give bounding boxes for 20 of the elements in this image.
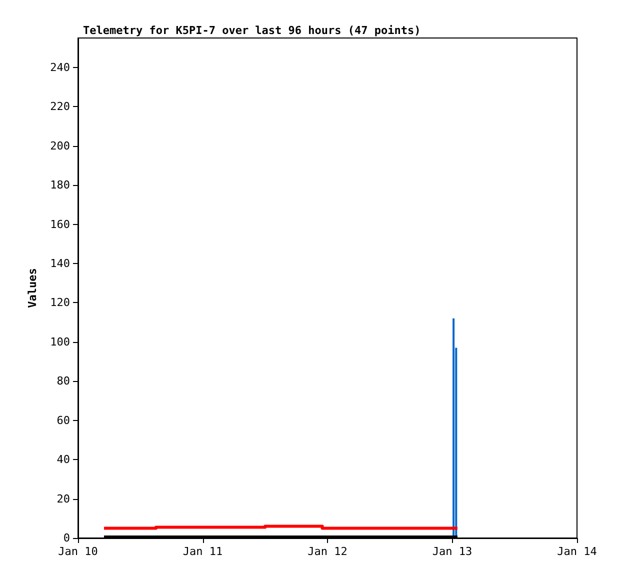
y-tick-label: 200 [50,139,70,152]
y-tick-label: 120 [50,296,70,310]
y-tick-label: 0 [63,532,70,544]
y-tick-label: 20 [56,492,70,506]
y-tick-label: 60 [56,414,70,427]
y-tick-label: 100 [50,335,70,348]
x-tick-label: Jan 12 [308,545,348,558]
x-tick-label: Jan 10 [58,545,98,558]
y-tick-label: 220 [50,100,70,114]
x-tick-label: Jan 13 [432,545,472,558]
y-axis-title: Values [26,268,39,308]
x-tick-label: Jan 14 [557,545,598,558]
y-tick-label: 40 [56,453,70,466]
y-tick-label: 80 [56,374,70,388]
chart-title: Telemetry for K5PI-7 over last 96 hours (47 points) [83,24,421,37]
y-tick-label: 140 [50,256,70,270]
y-tick-label: 240 [50,60,70,74]
x-tick-label: Jan 11 [182,545,223,558]
y-tick-label: 160 [50,218,70,231]
y-tick-label: 180 [50,178,70,192]
